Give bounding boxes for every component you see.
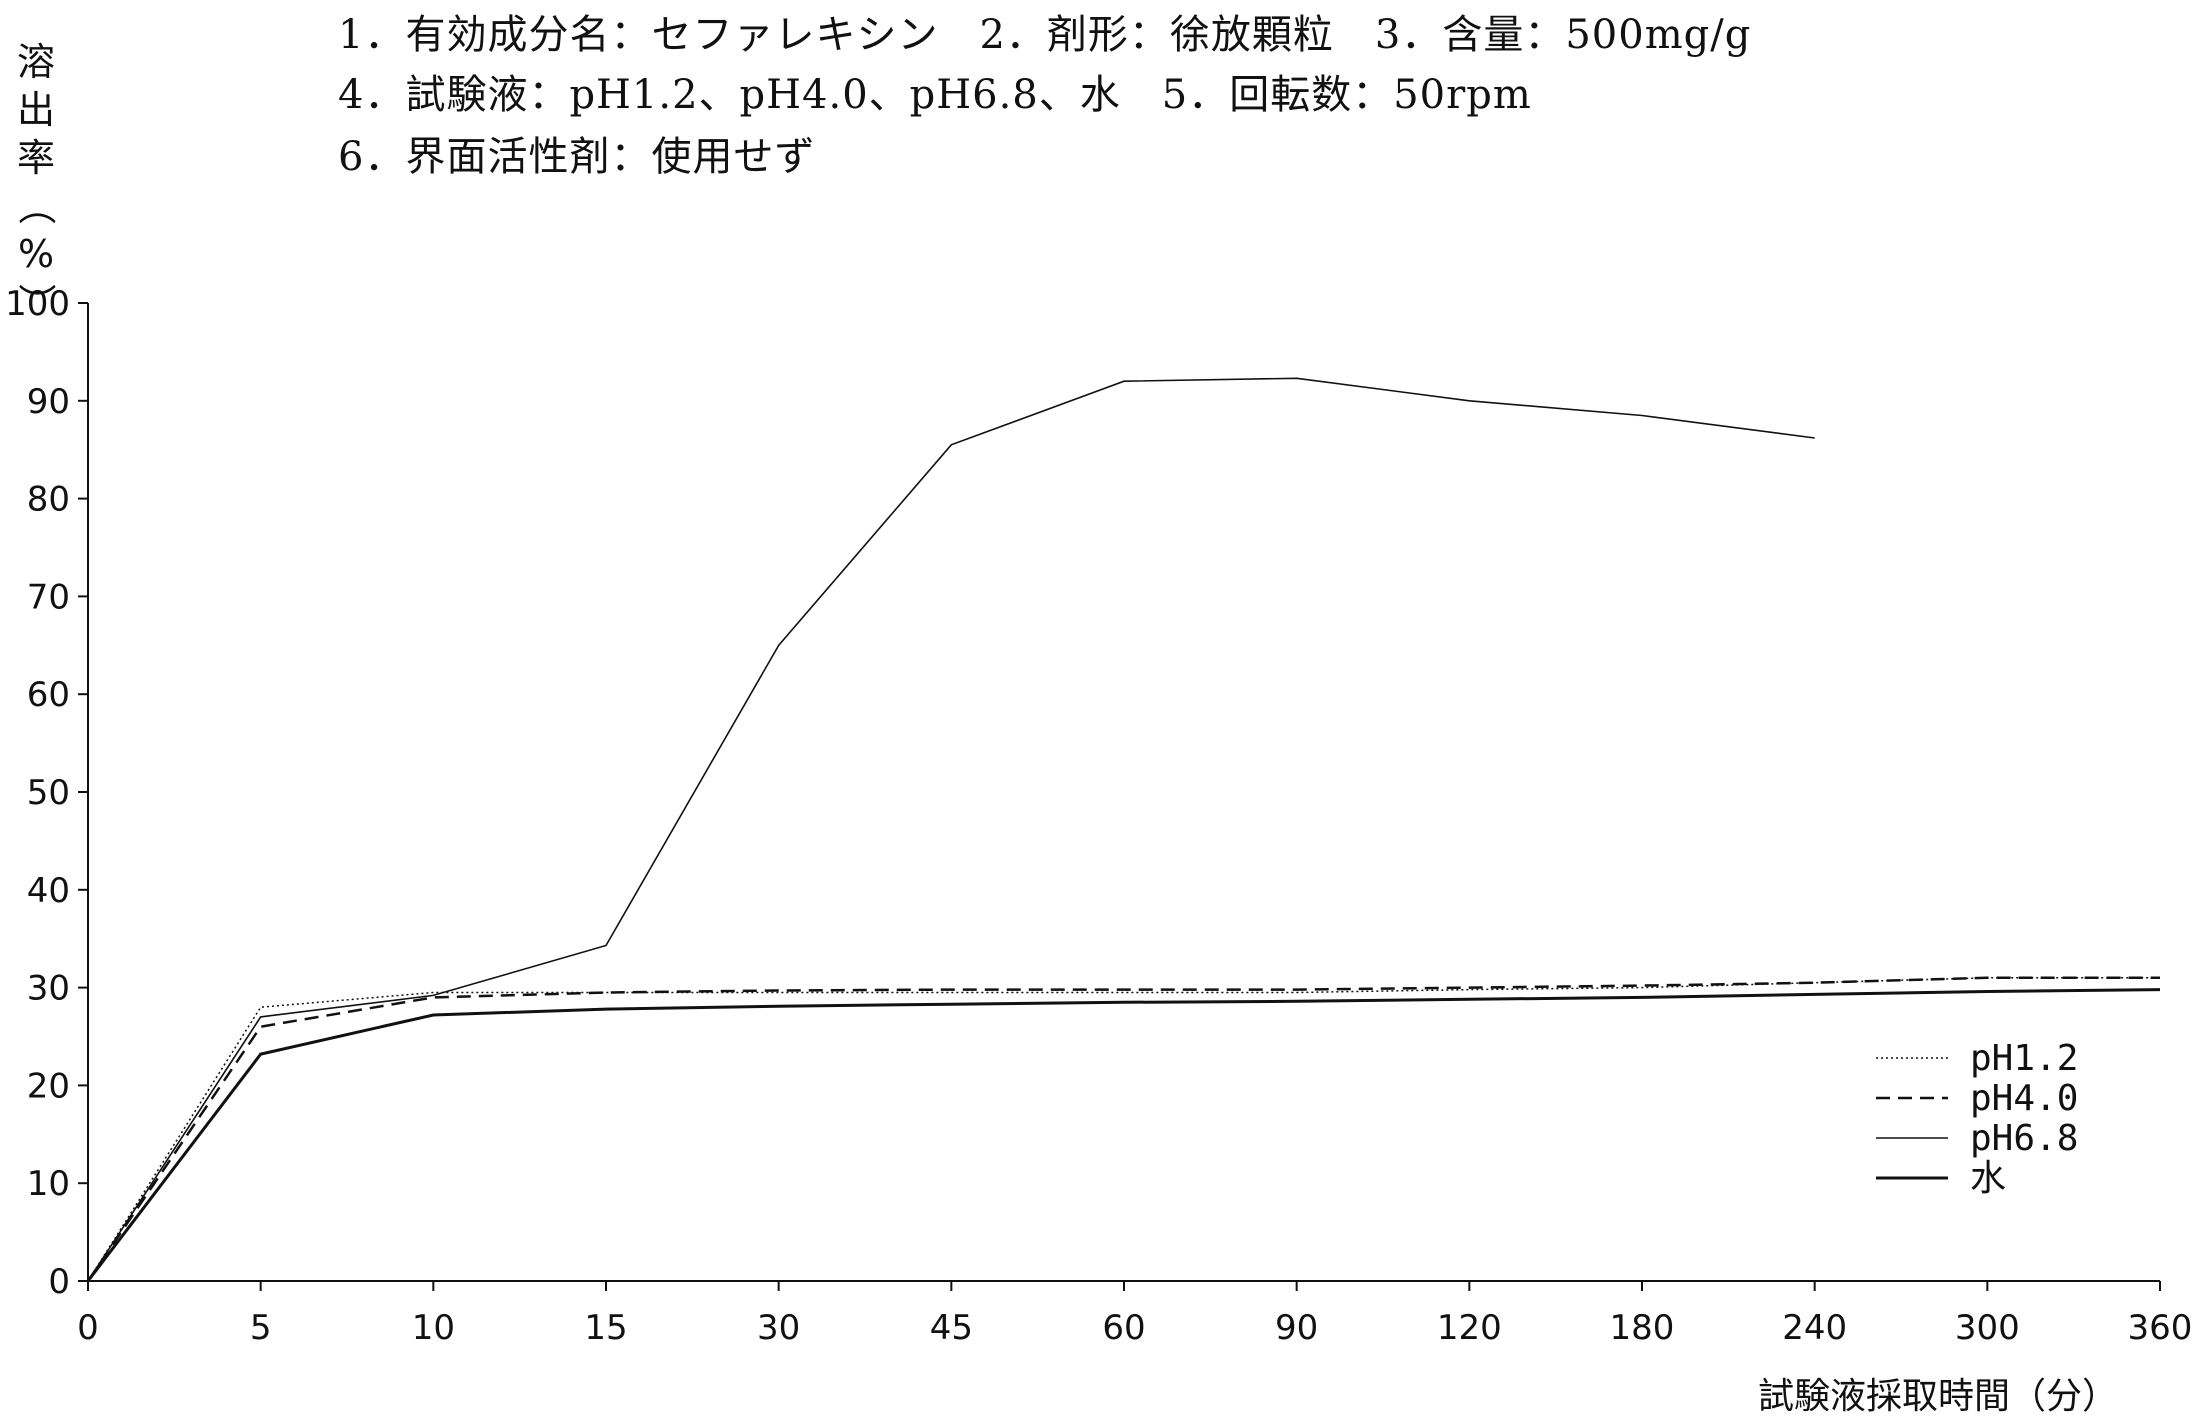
x-tick-label: 5: [250, 1308, 272, 1348]
y-tick-label: 10: [27, 1164, 70, 1204]
series-lines: [86, 377, 2161, 1282]
legend-label-2: pH6.8: [1970, 1118, 2078, 1159]
series-line-1: [86, 976, 2160, 1282]
series-line-0: [87, 977, 2160, 1282]
legend-label-3: 水: [1970, 1158, 2006, 1199]
y-axis-label-char: 率: [16, 136, 55, 180]
header-line-2: 4．試験液：pH1.2、pH4.0、pH6.8、水 5．回転数：50rpm: [338, 72, 1532, 118]
header-line-1: 1．有効成分名：セファレキシン 2．剤形：徐放顆粒 3．含量：500mg/g: [338, 12, 1752, 58]
axes: 0 10 20 30 40 50 60 70 80 90 100 0 5 10 15 30 45 60 90 120 1…: [5, 284, 2192, 1348]
x-tick-label: 60: [1102, 1308, 1145, 1348]
y-tick-label: 40: [27, 871, 70, 911]
series-line-3: [86, 988, 2161, 1282]
x-tick-label: 240: [1782, 1308, 1847, 1348]
y-axis-label-char: 溶: [16, 40, 55, 84]
legend-label-1: pH4.0: [1970, 1078, 2078, 1119]
y-tick-label: 90: [27, 382, 70, 422]
y-axis-label: 溶 出 率 （ % ）: [14, 38, 58, 326]
x-tick-label: 30: [757, 1308, 800, 1348]
header-line-3: 6．界面活性剤：使用せず: [338, 134, 816, 180]
y-axis-label-char: %: [17, 232, 55, 276]
series-line-2: [87, 377, 1815, 1282]
y-tick-label: 0: [48, 1262, 70, 1302]
x-tick-label: 360: [2128, 1308, 2193, 1348]
y-tick-label: 80: [27, 480, 70, 520]
x-tick-label: 120: [1437, 1308, 1502, 1348]
y-tick-label: 20: [27, 1066, 70, 1106]
legend-label-0: pH1.2: [1970, 1038, 2078, 1079]
y-tick-label: 60: [27, 675, 70, 715]
y-tick-label: 30: [27, 969, 70, 1009]
y-tick-label: 100: [5, 284, 70, 324]
x-tick-label: 15: [584, 1308, 627, 1348]
y-tick-label: 70: [27, 577, 70, 617]
x-tick-label: 180: [1610, 1308, 1675, 1348]
y-tick-label: 50: [27, 773, 70, 813]
x-tick-label: 45: [930, 1308, 973, 1348]
x-tick-label: 0: [77, 1308, 99, 1348]
y-axis-label-char: 出: [16, 88, 55, 132]
x-tick-label: 90: [1275, 1308, 1318, 1348]
x-tick-label: 300: [1955, 1308, 2020, 1348]
x-tick-label: 10: [412, 1308, 455, 1348]
x-axis-label: 試験液採取時間（分）: [1758, 1376, 2118, 1417]
